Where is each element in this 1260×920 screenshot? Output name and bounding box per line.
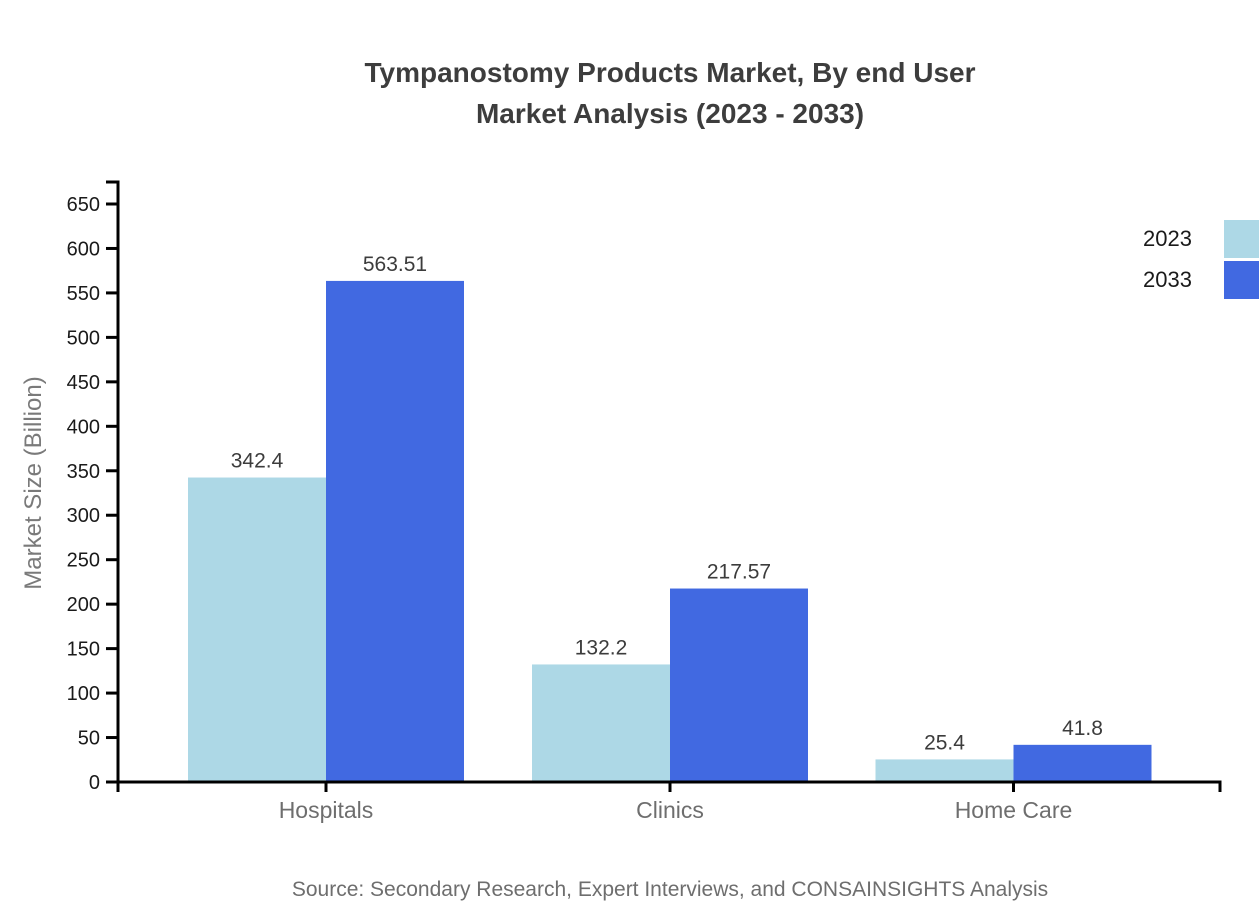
chart-title: Tympanostomy Products Market, By end Use… xyxy=(80,52,1260,134)
value-label-2023-clinics: 132.2 xyxy=(575,636,628,659)
y-tick-label: 300 xyxy=(67,505,100,527)
legend-label-2033: 2033 xyxy=(1143,267,1192,292)
value-label-2033-clinics: 217.57 xyxy=(707,561,771,584)
value-label-2033-hospitals: 563.51 xyxy=(363,253,427,276)
y-tick-label: 100 xyxy=(67,683,100,705)
value-label-2033-home-care: 41.8 xyxy=(1062,717,1103,740)
y-axis-line xyxy=(106,180,120,782)
y-tick-label: 550 xyxy=(67,283,100,305)
value-label-2023-hospitals: 342.4 xyxy=(231,450,284,473)
chart-title-line1: Tympanostomy Products Market, By end Use… xyxy=(364,57,976,88)
bar-2023-home-care xyxy=(875,759,1014,782)
y-tick-label: 500 xyxy=(67,327,100,349)
bar-2033-clinics xyxy=(670,588,808,782)
y-tick-label: 600 xyxy=(67,238,100,260)
x-axis-line xyxy=(116,780,1222,792)
y-tick-label: 50 xyxy=(78,728,100,750)
legend-item-2033: 2033 xyxy=(1143,261,1259,299)
bar-2023-clinics xyxy=(532,664,670,782)
bar-2033-home-care xyxy=(1013,744,1152,782)
y-tick-label: 400 xyxy=(67,416,100,438)
bar-2033-hospitals xyxy=(326,280,464,782)
legend-swatch-2033 xyxy=(1224,261,1259,299)
y-tick-label: 0 xyxy=(89,772,100,794)
legend-item-2023: 2023 xyxy=(1143,220,1259,258)
x-category-label-home-care: Home Care xyxy=(955,797,1073,823)
source-note: Source: Secondary Research, Expert Inter… xyxy=(291,878,1049,901)
bar-2023-hospitals xyxy=(188,477,326,782)
legend: 2023 2033 xyxy=(1143,220,1259,299)
legend-swatch-2023 xyxy=(1224,220,1259,258)
legend-label-2023: 2023 xyxy=(1143,226,1192,251)
y-tick-label: 200 xyxy=(67,594,100,616)
y-tick-label: 650 xyxy=(67,194,100,216)
y-tick-label: 350 xyxy=(67,461,100,483)
chart-title-line2: Market Analysis (2023 - 2033) xyxy=(475,98,865,129)
y-tick-label: 450 xyxy=(67,372,100,394)
y-tick-label: 250 xyxy=(67,550,100,572)
x-category-label-hospitals: Hospitals xyxy=(279,797,374,823)
y-tick-label: 150 xyxy=(67,639,100,661)
value-label-2023-home-care: 25.4 xyxy=(924,731,965,754)
x-category-label-clinics: Clinics xyxy=(636,797,704,823)
